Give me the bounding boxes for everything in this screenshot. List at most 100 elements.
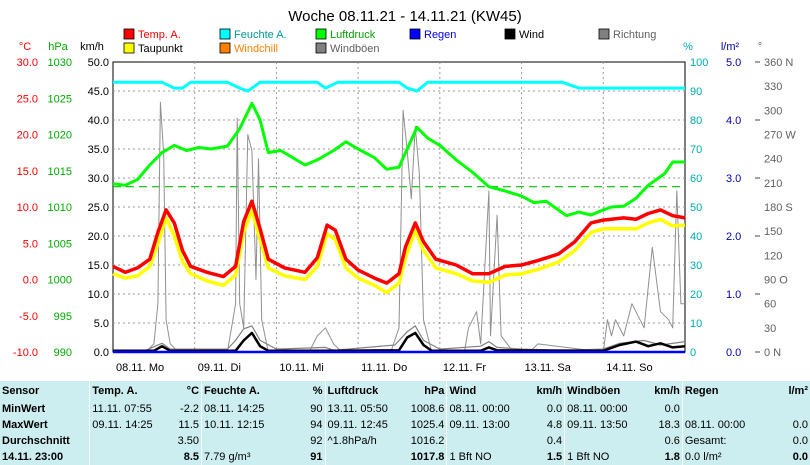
axis-unit-label: °C xyxy=(19,41,31,53)
pres-time: 09.11. 12:45 xyxy=(324,417,409,433)
rain-tick-label: 1.0 xyxy=(726,289,741,301)
x-axis-label: 11.11. Do xyxy=(361,362,407,374)
gust-value: 18.3 xyxy=(658,419,680,431)
header-hum-unit: % xyxy=(312,385,323,397)
header-pres: Luftdruck xyxy=(324,381,409,401)
legend-swatch xyxy=(219,42,231,54)
legend-label: Regen xyxy=(424,29,456,41)
stats-header-row: Sensor Temp. A. °C Feuchte A. % Luftdruc… xyxy=(0,381,810,401)
wind-tick-label: 50.0 xyxy=(88,57,109,69)
legend-swatch xyxy=(598,28,610,40)
series-line-feuchte-a- xyxy=(113,80,685,93)
gust-value: 0.0 xyxy=(664,403,680,415)
pres-time: 13.11. 05:50 xyxy=(324,401,409,417)
direction-tick-label: 330 xyxy=(764,81,782,93)
row-label: 14.11. 23:00 xyxy=(2,451,64,463)
stats-row-avg: Durchschnitt 3.50 92 ^1.8hPa/h 1016.2 0.… xyxy=(0,433,810,449)
direction-tick-label: 150 xyxy=(764,226,782,238)
legend-label: Temp. A. xyxy=(138,29,181,41)
header-gust-unit: km/h xyxy=(654,385,680,397)
rain-tick-label: 4.0 xyxy=(726,115,741,127)
legend-swatch xyxy=(315,42,327,54)
wind-tick-label: 25.0 xyxy=(88,202,109,214)
row-label: Durchschnitt xyxy=(2,435,70,447)
rain-tick-label: 3.0 xyxy=(726,173,741,185)
hum-value: 94 xyxy=(310,419,323,431)
legend-label: Luftdruck xyxy=(330,29,376,41)
direction-tick-label: 30 xyxy=(764,323,776,335)
rain-value xyxy=(768,401,810,417)
rain-tick-label: 2.0 xyxy=(726,231,741,243)
rain-value: 0.0 xyxy=(792,419,808,431)
humidity-tick-label: 50 xyxy=(690,202,702,214)
humidity-tick-label: 30 xyxy=(690,260,702,272)
wind-tick-label: 10.0 xyxy=(88,289,109,301)
gust-time: 08.11. 00:00 xyxy=(564,401,645,417)
stats-row-min: MinWert 11.11. 07:55 -2.2 08.11. 14:25 9… xyxy=(0,401,810,417)
wind-tick-label: 35.0 xyxy=(88,144,109,156)
header-hum: Feuchte A. xyxy=(201,381,288,401)
pressure-tick-label: 1005 xyxy=(48,238,72,250)
gust-time xyxy=(564,433,645,449)
direction-tick-label: 120 xyxy=(764,250,782,262)
x-axis-label: 09.11. Di xyxy=(198,362,241,374)
direction-tick-label: 270 W xyxy=(764,130,796,142)
pres-time xyxy=(324,449,409,465)
rain-value: 0.0 xyxy=(792,451,808,463)
temp-tick-label: 20.0 xyxy=(17,130,38,142)
axis-unit-label: km/h xyxy=(80,41,104,53)
legend-swatch xyxy=(219,28,231,40)
rain-time: 08.11. 00:00 xyxy=(681,417,769,433)
temp-value: -2.2 xyxy=(180,403,200,415)
series-line-taupunkt xyxy=(112,208,686,295)
chart-title: Woche 08.11.21 - 14.11.21 (KW45) xyxy=(288,8,521,25)
direction-tick-label: 210 xyxy=(764,178,782,190)
humidity-tick-label: 60 xyxy=(690,173,702,185)
legend-label: Taupunkt xyxy=(138,43,183,55)
axis-units: °C hPa km/h% l/m² ° xyxy=(19,41,762,53)
pressure-tick-label: 1030 xyxy=(48,57,72,69)
header-rain: Regen xyxy=(681,381,769,401)
temp-time: 11.11. 07:55 xyxy=(89,401,174,417)
wind-value: 1.5 xyxy=(546,451,563,463)
pressure-tick-label: 1025 xyxy=(48,93,72,105)
series-line-temp-a- xyxy=(112,199,686,285)
direction-tick-label: 90 O xyxy=(764,275,788,287)
legend-swatch xyxy=(504,28,516,40)
legend-swatch xyxy=(123,42,135,54)
stats-table-panel: Sensor Temp. A. °C Feuchte A. % Luftdruc… xyxy=(0,381,810,465)
wind-tick-label: 20.0 xyxy=(88,231,109,243)
temp-tick-label: 5.0 xyxy=(23,238,38,250)
humidity-tick-label: 40 xyxy=(690,231,702,243)
humidity-tick-label: 80 xyxy=(690,115,702,127)
hum-value: 90 xyxy=(310,403,323,415)
temp-tick-label: 10.0 xyxy=(17,202,38,214)
gust-beaufort: 1 Bft NO xyxy=(564,449,645,465)
temp-tick-label: -5.0 xyxy=(19,311,38,323)
legend-label: Windchill xyxy=(234,43,278,55)
wind-time: 09.11. 13:00 xyxy=(446,417,527,433)
legend-swatch xyxy=(315,28,327,40)
header-wind: Wind xyxy=(446,381,527,401)
hum-absolute: 7.79 g/m³ xyxy=(201,449,288,465)
pres-trend: ^1.8hPa/h xyxy=(324,433,409,449)
temp-value: 11.5 xyxy=(178,419,200,431)
direction-tick-label: 240 xyxy=(764,154,782,166)
header-temp: Temp. A. xyxy=(89,381,174,401)
x-axis-label: 12.11. Fr xyxy=(443,362,487,374)
wind-tick-label: 45.0 xyxy=(88,86,109,98)
pres-value: 1016.2 xyxy=(410,435,445,447)
rain-time xyxy=(681,401,769,417)
wind-tick-label: 15.0 xyxy=(88,260,109,272)
wind-value: 0.4 xyxy=(546,435,563,447)
pres-value: 1008.6 xyxy=(410,403,445,415)
humidity-tick-label: 100 xyxy=(690,57,708,69)
direction-tick-label: 360 N xyxy=(764,57,793,69)
direction-tick-label: 0 N xyxy=(764,347,781,359)
legend-label: Richtung xyxy=(613,29,656,41)
axis-unit-label: hPa xyxy=(48,41,68,53)
hum-value: 92 xyxy=(310,435,323,447)
wind-value: 4.8 xyxy=(546,419,563,431)
header-rain-unit: l/m² xyxy=(788,385,808,397)
humidity-tick-label: 70 xyxy=(690,144,702,156)
